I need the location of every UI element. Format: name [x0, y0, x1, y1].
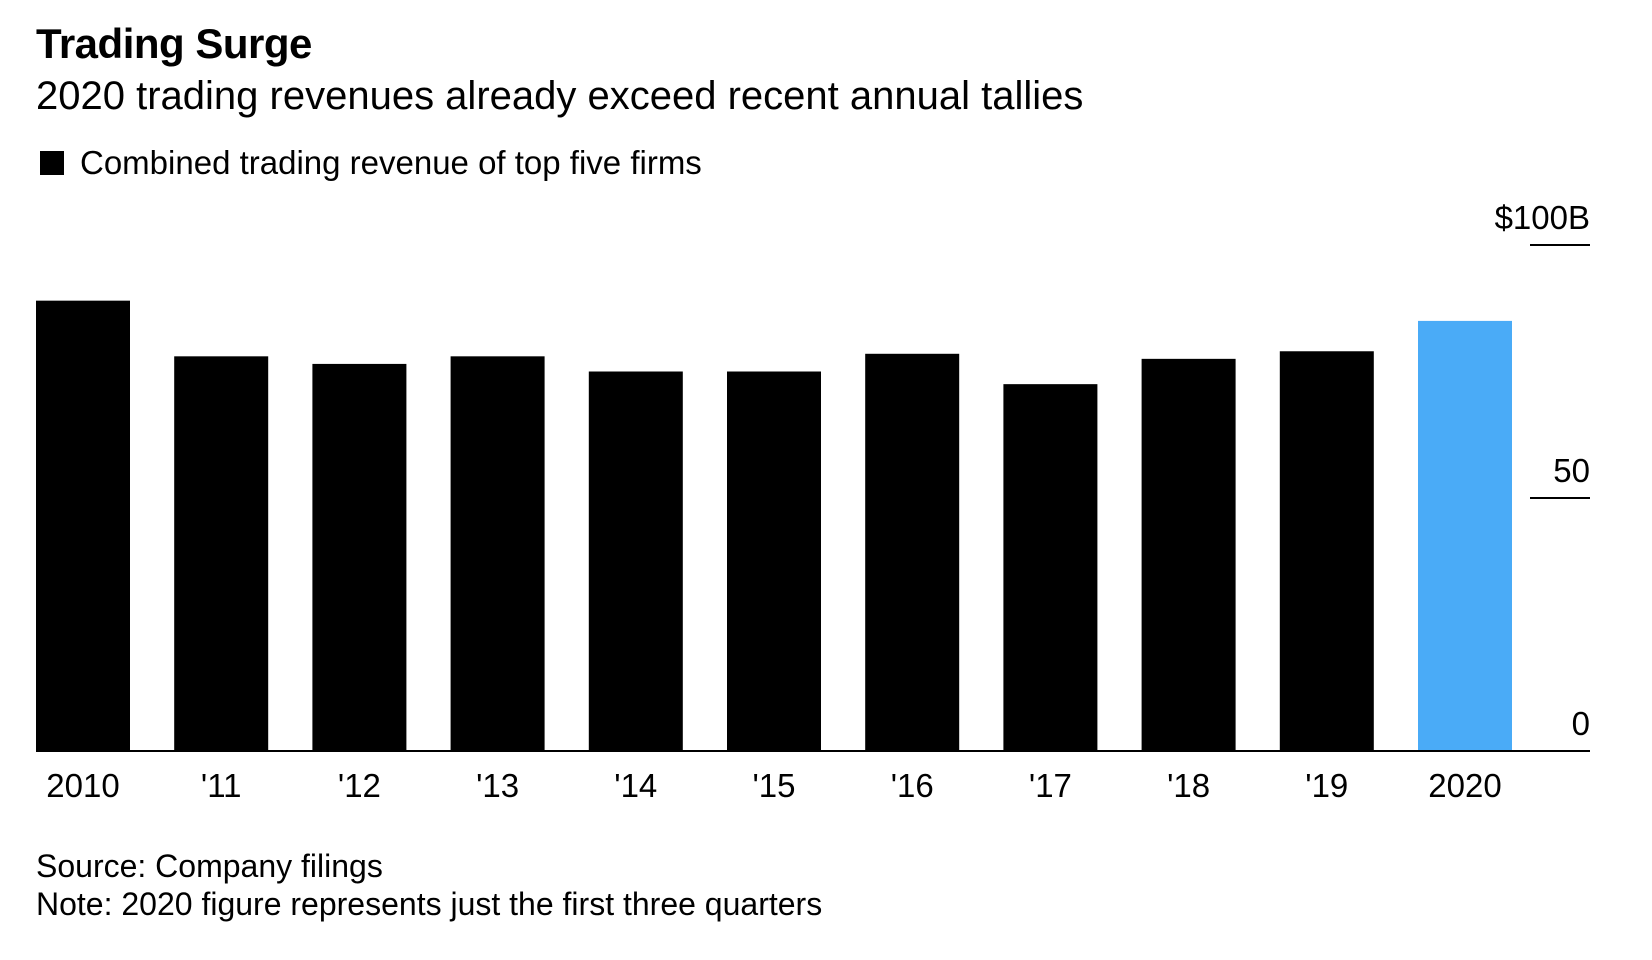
y-tick-label: 50	[1553, 452, 1590, 489]
legend-swatch	[40, 151, 64, 175]
bar-6	[865, 353, 960, 751]
bar-8	[1141, 358, 1236, 751]
bar-3	[450, 356, 545, 751]
x-tick-label: '11	[201, 767, 242, 804]
bar-5	[727, 371, 821, 751]
x-tick-label: 2010	[46, 767, 119, 804]
x-tick-label: '16	[891, 767, 934, 804]
x-tick-label: '19	[1305, 767, 1348, 804]
bars-group	[36, 300, 1512, 751]
bar-9	[1279, 351, 1374, 751]
x-tick-label: '13	[476, 767, 519, 804]
x-tick-label: '17	[1029, 767, 1072, 804]
x-tick-label: '15	[752, 767, 795, 804]
source-note: Source: Company filings	[36, 848, 383, 884]
chart-title: Trading Surge	[36, 20, 312, 67]
y-axis: 0 50 $100B	[1495, 199, 1590, 742]
y-tick-label: 0	[1572, 705, 1590, 742]
y-tick-label: $100B	[1495, 199, 1590, 236]
bar-10	[1418, 320, 1512, 751]
x-tick-labels: 2010 '11 '12 '13 '14 '15 '16 '17 '18 '19 2020	[46, 767, 1501, 804]
x-tick-label: '14	[614, 767, 657, 804]
legend: Combined trading revenue of top five fir…	[40, 144, 702, 182]
bar-7	[1003, 384, 1098, 751]
x-tick-label: 2020	[1428, 767, 1501, 804]
bar-4	[588, 371, 683, 751]
x-tick-label: '18	[1167, 767, 1210, 804]
bar-1	[174, 356, 269, 751]
chart-subtitle: 2020 trading revenues already exceed rec…	[36, 74, 1084, 118]
legend-label: Combined trading revenue of top five fir…	[80, 144, 702, 181]
bar-0	[36, 300, 130, 751]
footnote: Note: 2020 figure represents just the fi…	[36, 886, 823, 922]
bar-2	[312, 363, 407, 751]
x-tick-label: '12	[338, 767, 381, 804]
